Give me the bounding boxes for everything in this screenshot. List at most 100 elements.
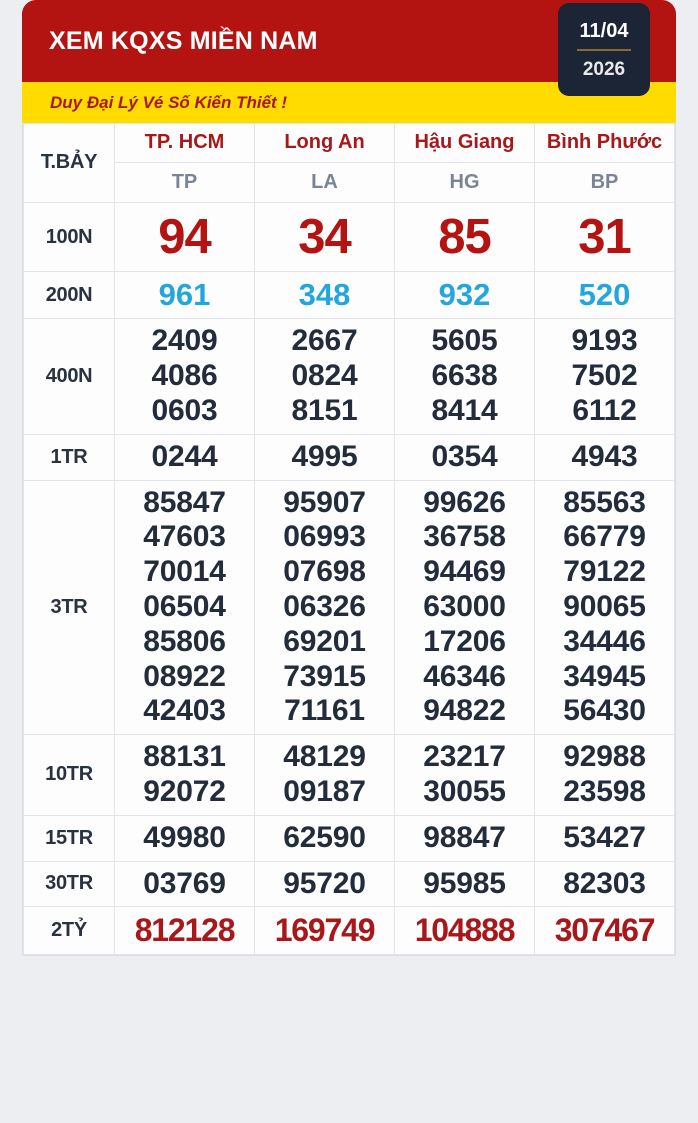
prize-cell[interactable]: 348 bbox=[254, 271, 395, 320]
prize-number: 6112 bbox=[572, 393, 637, 427]
prize-number: 812128 bbox=[134, 912, 236, 949]
prize-number: 95907 bbox=[283, 485, 366, 519]
prize-number: 06326 bbox=[283, 589, 366, 623]
province-header-tp[interactable]: TP. HCM bbox=[114, 123, 255, 163]
prize-number: 92988 bbox=[563, 740, 646, 774]
prize-cell[interactable]: 95720 bbox=[254, 860, 395, 908]
prize-number: 104888 bbox=[414, 912, 516, 949]
prize-number: 0354 bbox=[431, 439, 498, 473]
prize-number: 95985 bbox=[423, 866, 506, 900]
prize-number: 08922 bbox=[143, 659, 226, 693]
prize-cell[interactable]: 104888 bbox=[394, 906, 535, 956]
table-header-row-provinces: T.BẢY TP. HCM Long An Hậu Giang Bình Phước bbox=[23, 123, 675, 203]
prize-cell[interactable]: 23217 30055 bbox=[394, 734, 535, 816]
table-row: 100N 94 34 85 31 bbox=[23, 201, 675, 273]
prize-label-10tr: 10TR bbox=[23, 734, 115, 816]
prize-label-2tỷ: 2TỶ bbox=[23, 906, 115, 956]
prize-number: 94822 bbox=[423, 694, 506, 728]
prize-label-15tr: 15TR bbox=[23, 814, 115, 862]
prize-number: 8414 bbox=[431, 393, 498, 427]
prize-number: 46346 bbox=[423, 659, 506, 693]
prize-cell[interactable]: 932 bbox=[394, 271, 535, 320]
prize-cell[interactable]: 31 bbox=[534, 201, 675, 273]
prize-cell[interactable]: 961 bbox=[114, 271, 255, 320]
prize-cell[interactable]: 48129 09187 bbox=[254, 734, 395, 816]
prize-number: 69201 bbox=[283, 624, 366, 658]
prize-cell[interactable]: 520 bbox=[534, 271, 675, 320]
prize-number: 85847 bbox=[143, 485, 226, 519]
prize-number: 70014 bbox=[143, 555, 226, 589]
prize-cell[interactable]: 2409 4086 0603 bbox=[114, 318, 255, 435]
prize-number: 92072 bbox=[143, 774, 226, 808]
prize-label-100n: 100N bbox=[23, 201, 115, 273]
prize-number: 961 bbox=[158, 277, 211, 313]
prize-cell[interactable]: 5605 6638 8414 bbox=[394, 318, 535, 435]
province-header-la[interactable]: Long An bbox=[254, 123, 395, 163]
prize-cell[interactable]: 34 bbox=[254, 201, 395, 273]
table-row: 1TR 0244 4995 0354 4943 bbox=[23, 433, 675, 481]
prize-cell[interactable]: 4943 bbox=[534, 433, 675, 481]
prize-number: 66779 bbox=[563, 520, 646, 554]
prize-number: 56430 bbox=[563, 694, 646, 728]
prize-cell[interactable]: 9193 7502 6112 bbox=[534, 318, 675, 435]
prize-cell[interactable]: 49980 bbox=[114, 814, 255, 862]
prize-cell[interactable]: 0354 bbox=[394, 433, 535, 481]
prize-cell[interactable]: 4995 bbox=[254, 433, 395, 481]
prize-number: 48129 bbox=[283, 740, 366, 774]
prize-cell[interactable]: 03769 bbox=[114, 860, 255, 908]
prize-number: 95720 bbox=[283, 866, 366, 900]
prize-number: 31 bbox=[578, 209, 632, 264]
prize-number: 94469 bbox=[423, 555, 506, 589]
prize-number: 6638 bbox=[431, 359, 498, 393]
prize-cell[interactable]: 82303 bbox=[534, 860, 675, 908]
subtitle-text: Duy Đại Lý Vé Số Kiến Thiết ! bbox=[50, 92, 288, 112]
prize-cell[interactable]: 85847 47603 70014 06504 85806 08922 42403 bbox=[114, 479, 255, 736]
results-table-body: T.BẢY TP. HCM Long An Hậu Giang Bình Phước TP… bbox=[23, 123, 675, 956]
prize-cell[interactable]: 94 bbox=[114, 201, 255, 273]
prize-number: 49980 bbox=[143, 820, 226, 854]
province-header-hg[interactable]: Hậu Giang bbox=[394, 123, 535, 163]
prize-number: 4943 bbox=[571, 439, 638, 473]
prize-cell[interactable]: 95985 bbox=[394, 860, 535, 908]
date-day: 11/04 bbox=[579, 19, 629, 42]
province-abbrev-tp: TP bbox=[114, 161, 255, 203]
prize-number: 34 bbox=[298, 209, 352, 264]
prize-number: 88131 bbox=[143, 740, 226, 774]
prize-number: 85806 bbox=[143, 624, 226, 658]
prize-cell[interactable]: 62590 bbox=[254, 814, 395, 862]
prize-number: 94 bbox=[158, 209, 212, 264]
prize-cell[interactable]: 0244 bbox=[114, 433, 255, 481]
prize-number: 09187 bbox=[283, 774, 366, 808]
province-abbrev-la: LA bbox=[254, 161, 395, 203]
prize-label-400n: 400N bbox=[23, 318, 115, 435]
prize-cell[interactable]: 95907 06993 07698 06326 69201 73915 71161 bbox=[254, 479, 395, 736]
prize-number: 85563 bbox=[563, 485, 646, 519]
prize-label-3tr: 3TR bbox=[23, 479, 115, 736]
prize-cell[interactable]: 53427 bbox=[534, 814, 675, 862]
prize-cell[interactable]: 85 bbox=[394, 201, 535, 273]
prize-cell[interactable]: 169749 bbox=[254, 906, 395, 956]
prize-cell[interactable]: 88131 92072 bbox=[114, 734, 255, 816]
prize-number: 90065 bbox=[563, 589, 646, 623]
prize-cell[interactable]: 85563 66779 79122 90065 34446 34945 56430 bbox=[534, 479, 675, 736]
weekday-label: T.BẢY bbox=[23, 123, 115, 203]
prize-number: 0244 bbox=[151, 439, 218, 473]
prize-cell[interactable]: 812128 bbox=[114, 906, 255, 956]
prize-number: 932 bbox=[438, 277, 491, 313]
prize-number: 4086 bbox=[151, 359, 218, 393]
page-title: XEM KQXS MIỀN NAM bbox=[49, 26, 318, 55]
prize-number: 98847 bbox=[423, 820, 506, 854]
prize-cell[interactable]: 2667 0824 8151 bbox=[254, 318, 395, 435]
prize-cell[interactable]: 307467 bbox=[534, 906, 675, 956]
prize-number: 06504 bbox=[143, 589, 226, 623]
province-header-bp[interactable]: Bình Phước bbox=[534, 123, 675, 163]
prize-cell[interactable]: 99626 36758 94469 63000 17206 46346 94822 bbox=[394, 479, 535, 736]
prize-number: 2409 bbox=[151, 324, 218, 358]
prize-number: 73915 bbox=[283, 659, 366, 693]
date-year: 2026 bbox=[582, 58, 626, 80]
table-row: 2TỶ 812128 169749 104888 307467 bbox=[23, 906, 675, 956]
prize-cell[interactable]: 98847 bbox=[394, 814, 535, 862]
prize-cell[interactable]: 92988 23598 bbox=[534, 734, 675, 816]
table-row: 400N 2409 4086 0603 2667 0824 8151 5605 6638 8414… bbox=[23, 318, 675, 435]
